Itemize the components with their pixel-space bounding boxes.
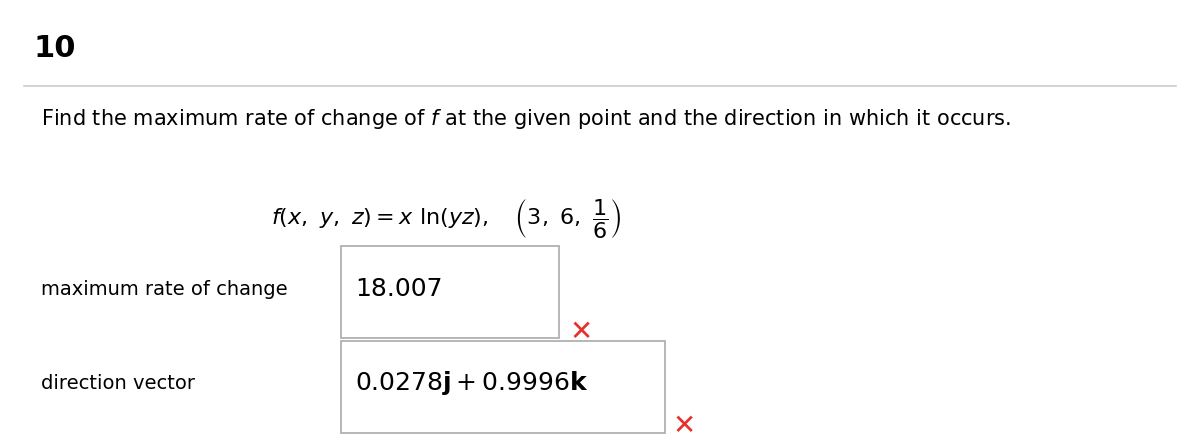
Text: direction vector: direction vector: [42, 374, 196, 393]
Text: ✕: ✕: [673, 412, 696, 437]
FancyBboxPatch shape: [341, 246, 559, 338]
Text: 18.007: 18.007: [355, 277, 443, 301]
Text: ✕: ✕: [570, 318, 593, 346]
Text: 10: 10: [34, 35, 76, 63]
Text: $0.0278\mathbf{j} + 0.9996\mathbf{k}$: $0.0278\mathbf{j} + 0.9996\mathbf{k}$: [355, 369, 589, 397]
Text: maximum rate of change: maximum rate of change: [42, 280, 288, 298]
Text: Find the maximum rate of change of $f$ at the given point and the direction in w: Find the maximum rate of change of $f$ a…: [42, 107, 1012, 131]
FancyBboxPatch shape: [341, 340, 665, 433]
Text: $f(x,\ y,\ z) = x\ \ln(yz),\quad \left(3,\ 6,\ \dfrac{1}{6}\right)$: $f(x,\ y,\ z) = x\ \ln(yz),\quad \left(3…: [271, 197, 620, 240]
